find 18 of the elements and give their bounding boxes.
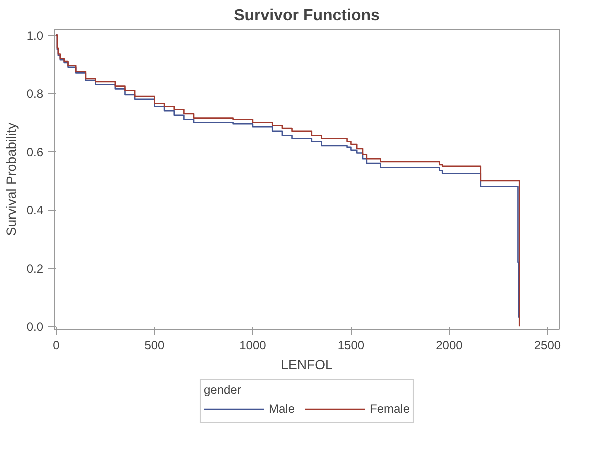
y-axis-title: Survival Probability xyxy=(4,122,19,236)
y-tick-label: 0.2 xyxy=(26,262,44,276)
legend-title: gender xyxy=(204,383,242,397)
x-tick-label: 2500 xyxy=(534,338,562,352)
x-tick-label: 500 xyxy=(144,338,166,352)
x-tick-label: 1500 xyxy=(338,338,365,352)
legend-label: Female xyxy=(370,402,410,416)
x-tick-label: 2000 xyxy=(436,338,464,352)
x-tick-label: 1000 xyxy=(240,338,267,352)
y-tick-label: 0.4 xyxy=(26,204,44,218)
x-axis-title: LENFOL xyxy=(281,358,333,372)
y-tick-label: 1.0 xyxy=(26,28,44,43)
y-tick-label: 0.8 xyxy=(26,87,44,102)
x-tick-label: 0 xyxy=(53,338,60,352)
y-tick-label: 0.6 xyxy=(26,145,44,160)
y-tick-label: 0.0 xyxy=(26,320,44,334)
legend-label: Male xyxy=(268,402,295,416)
chart-title: Survivor Functions xyxy=(234,8,380,24)
